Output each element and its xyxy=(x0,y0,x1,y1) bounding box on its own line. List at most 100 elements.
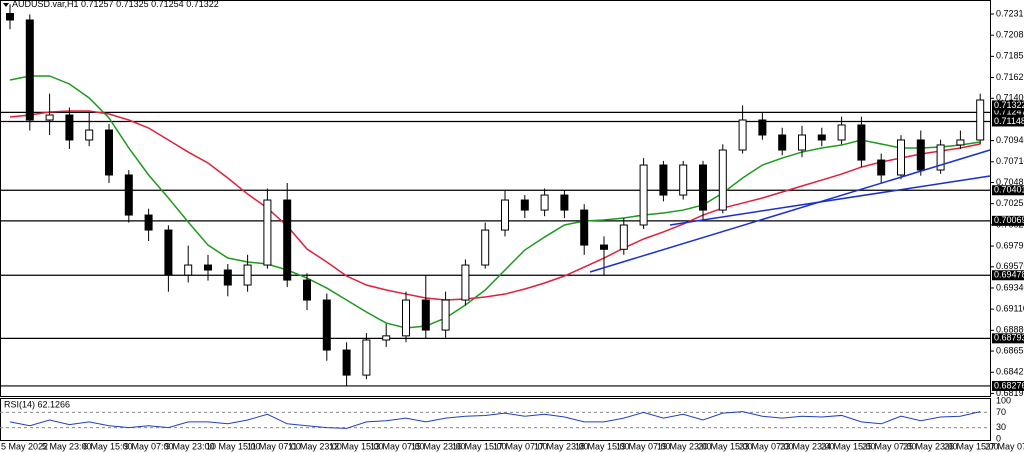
header: AUDUSD.var,H1 0.71257 0.71325 0.71254 0.… xyxy=(12,0,219,9)
level-label: 0.71247 xyxy=(994,107,1024,117)
x-tick-label: 11 May 23:00 xyxy=(288,441,342,451)
candle-body xyxy=(877,159,886,176)
y-tick-label: 0.72315 xyxy=(996,8,1024,18)
x-tick-label: 10 May 15:00 xyxy=(206,441,261,451)
ohlc-open: 0.71257 xyxy=(81,0,114,9)
ohlc-close: 0.71322 xyxy=(186,0,219,9)
candle-body xyxy=(184,264,193,276)
candle-body xyxy=(263,199,272,266)
x-tick-label: 26 May 15:00 xyxy=(944,441,999,451)
candle-body xyxy=(65,114,74,141)
candle-body xyxy=(659,164,668,196)
candle-body xyxy=(540,194,549,211)
candle-body xyxy=(679,164,688,196)
level-box xyxy=(992,333,1024,344)
candle-body xyxy=(322,299,331,351)
candle-body xyxy=(362,339,371,376)
candle-body xyxy=(243,264,252,286)
candle-body xyxy=(382,335,391,341)
ohlc-high: 0.71325 xyxy=(116,0,149,9)
x-tick-label: 24 May 15:00 xyxy=(821,441,876,451)
candle-body xyxy=(600,244,608,250)
collapse-icon xyxy=(3,3,9,7)
candle-body xyxy=(837,124,846,141)
level-label: 0.70069 xyxy=(994,215,1024,225)
moving-average xyxy=(9,110,981,301)
x-tick-label: 6 May 15:00 xyxy=(83,441,133,451)
x-tick-label: 23 May 23:00 xyxy=(780,441,835,451)
candle-body xyxy=(164,229,173,276)
candle-body xyxy=(223,269,232,286)
price-label: 0.71322 xyxy=(994,100,1024,110)
plot xyxy=(0,4,990,387)
candle-body xyxy=(778,134,787,151)
ohlc-low: 0.71254 xyxy=(151,0,184,9)
symbol: AUDUSD.var,H1 xyxy=(12,0,79,9)
level-box xyxy=(992,107,1024,118)
rsi-label: RSI(14) 62.1266 xyxy=(4,399,70,409)
candle-body xyxy=(897,139,905,176)
x-tick-label: 15 May 23:00 xyxy=(411,441,466,451)
level-box xyxy=(992,215,1024,226)
candle-body xyxy=(25,19,34,121)
candle-body xyxy=(916,139,925,171)
x-tick-label: 25 May 07:00 xyxy=(862,441,917,451)
rsi-tick-label: 100 xyxy=(996,395,1011,405)
x-tick-label: 5 May 23:00 xyxy=(42,441,92,451)
level-label: 0.68276 xyxy=(994,380,1024,390)
x-tick-label: 27 May 07:00 xyxy=(985,441,1024,451)
x-tick-label: 12 May 15:00 xyxy=(329,441,384,451)
rsi-tick-label: 30 xyxy=(996,422,1006,432)
candle-body xyxy=(402,299,410,337)
y-tick-label: 0.72085 xyxy=(996,30,1024,40)
candle-body xyxy=(817,134,826,141)
rsi-tick-label: 70 xyxy=(996,407,1006,417)
level-label: 0.69478 xyxy=(994,270,1024,280)
y-tick-label: 0.70255 xyxy=(996,198,1024,208)
candle-body xyxy=(342,349,351,376)
candle-body xyxy=(461,264,470,301)
x-tick-label: 18 May 15:00 xyxy=(575,441,630,451)
y-tick-label: 0.68655 xyxy=(996,345,1024,355)
trend-line xyxy=(589,149,991,273)
candle-body xyxy=(501,199,509,231)
candle-body xyxy=(798,134,806,151)
rsi-line xyxy=(9,411,981,429)
candle-body xyxy=(283,199,292,281)
candle-body xyxy=(421,299,430,331)
level-box xyxy=(992,116,1024,127)
candle-body xyxy=(718,149,727,211)
candle-body xyxy=(6,13,14,21)
candle-body xyxy=(956,139,965,146)
y-tick-label: 0.71625 xyxy=(996,72,1024,82)
candle-body xyxy=(580,209,589,246)
candle-body xyxy=(144,214,153,231)
candle-body xyxy=(976,99,985,141)
candle-body xyxy=(758,119,767,136)
candle-body xyxy=(619,224,628,250)
candle-body xyxy=(45,114,54,121)
candle-body xyxy=(105,129,113,176)
main-panel xyxy=(0,0,991,397)
level-label: 0.71148 xyxy=(994,116,1024,126)
y-tick-label: 0.69795 xyxy=(996,240,1024,250)
y-tick-label: 0.68195 xyxy=(996,388,1024,398)
candle-body xyxy=(857,124,866,161)
level-label: 0.70401 xyxy=(994,185,1024,195)
x-tick-label: 19 May 07:00 xyxy=(616,441,671,451)
candle-body xyxy=(441,299,450,331)
x-tick-label: 17 May 23:00 xyxy=(534,441,589,451)
candle-body xyxy=(204,264,212,271)
rsi-tick-label: 0 xyxy=(996,433,1001,443)
x-tick-label: 17 May 07:00 xyxy=(493,441,548,451)
x-tick-label: 20 May 15:00 xyxy=(698,441,753,451)
x-tick-label: 23 May 07:00 xyxy=(739,441,794,451)
x-tick-label: 25 May 23:00 xyxy=(903,441,958,451)
